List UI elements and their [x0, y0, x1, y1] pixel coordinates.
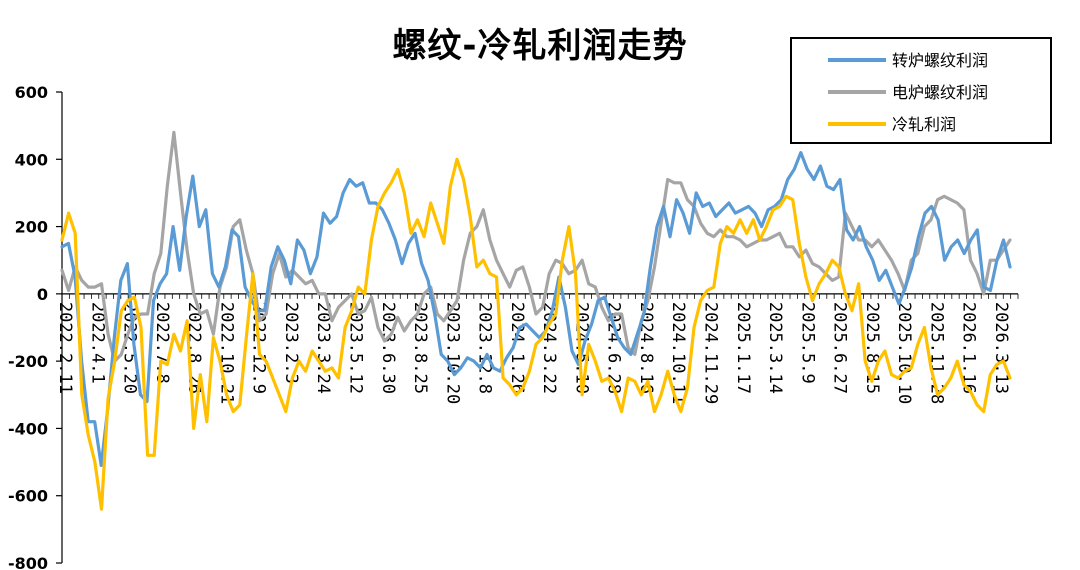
x-tick-label: 2025.10.10 [894, 302, 914, 404]
x-tick-label: 2023.5.12 [346, 302, 366, 394]
series-line-3 [60, 157, 1012, 511]
legend-label-series-1: 转炉螺纹利润 [892, 51, 989, 70]
x-tick-label: 2026.3.13 [991, 302, 1011, 394]
x-tick-label: 2022.5.20 [120, 302, 140, 394]
y-tick-label: 400 [15, 150, 48, 169]
series-layer [60, 130, 1012, 511]
y-tick-label: -400 [8, 419, 48, 438]
x-tick-label: 2024.11.29 [701, 302, 721, 404]
legend-label-series-2: 电炉螺纹利润 [892, 83, 989, 102]
x-tick-label: 2022.4.1 [87, 302, 107, 384]
legend: 转炉螺纹利润 电炉螺纹利润 冷轧利润 [790, 37, 1052, 144]
x-tick-label: 2024.3.22 [539, 302, 559, 394]
x-tick-label: 2023.8.25 [410, 302, 430, 394]
legend-swatch-series-2 [828, 90, 886, 94]
x-tick-label: 2023.6.30 [378, 302, 398, 394]
x-tick-label: 2024.6.28 [604, 302, 624, 394]
legend-label-series-3: 冷轧利润 [892, 115, 957, 134]
x-tick-label: 2025.6.27 [830, 302, 850, 394]
y-tick-label: -200 [8, 352, 48, 371]
legend-item-series-3: 冷轧利润 [792, 109, 1050, 139]
x-tick-label: 2024.8.16 [636, 302, 656, 394]
x-tick-label: 2022.7.8 [152, 302, 172, 384]
x-tick-label: 2026.1.16 [959, 302, 979, 394]
legend-item-series-2: 电炉螺纹利润 [792, 77, 1050, 107]
x-tick-label: 2024.10.11 [668, 302, 688, 404]
x-tick-label: 2024.1.26 [507, 302, 527, 394]
y-tick-label: 600 [15, 83, 48, 102]
y-tick-label: 200 [15, 218, 48, 237]
y-tick-label: -800 [8, 554, 48, 570]
x-tick-label: 2023.10.20 [442, 302, 462, 404]
x-tick-label: 2022.10.21 [216, 302, 236, 404]
x-tick-label: 2025.3.14 [765, 302, 785, 394]
x-tick-label: 2025.11.28 [926, 302, 946, 404]
legend-swatch-series-1 [828, 58, 886, 62]
y-tick-label: -600 [8, 487, 48, 506]
y-tick-label: 0 [37, 285, 48, 304]
legend-swatch-series-3 [828, 122, 886, 126]
legend-item-series-1: 转炉螺纹利润 [792, 45, 1050, 75]
chart-title: 螺纹-冷轧利润走势 [392, 26, 688, 66]
x-tick-label: 2025.5.9 [797, 302, 817, 384]
series-line-1 [60, 151, 1012, 467]
x-tick-label: 2022.2.11 [55, 302, 75, 394]
x-tick-label: 2023.12.8 [475, 302, 495, 394]
x-tick-label: 2023.2.3 [281, 302, 301, 384]
x-tick-label: 2025.1.17 [733, 302, 753, 394]
